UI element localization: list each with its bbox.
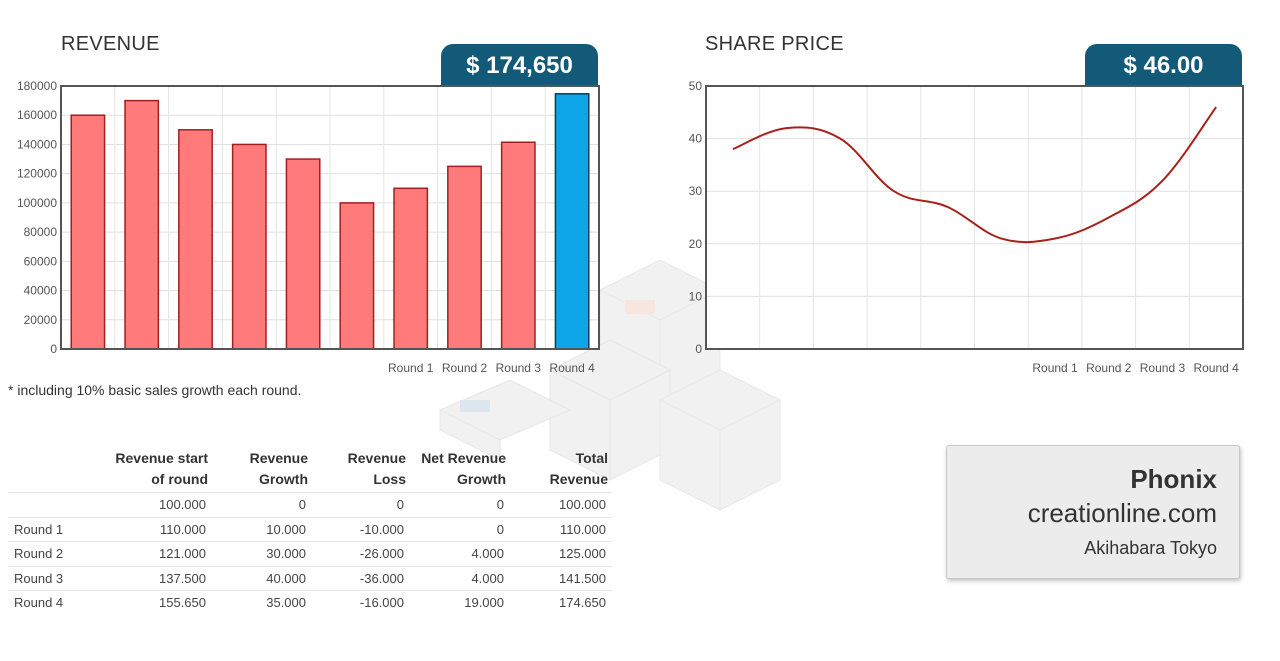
company-website: creationline.com [1027,498,1217,528]
revenue-y-tick-label: 60000 [24,254,58,268]
table-row: Round 2 121.000 30.000 -26.000 4.000 125… [8,541,612,566]
company-location: Akihabara Tokyo [1084,538,1217,558]
header-net-revenue-growth: Net Revenue Growth [421,450,506,487]
total-revenue: 110.000 [510,516,612,542]
revenue-y-tick-label: 0 [50,342,57,356]
revenue-y-tick-label: 140000 [17,137,57,151]
revenue-loss: -36.000 [312,565,410,591]
share-price-x-tick-label: Round 4 [1193,361,1239,375]
row-label: Round 3 [8,565,94,591]
revenue-y-tick-label: 40000 [24,284,58,298]
net-revenue-growth: 0 [410,516,510,542]
revenue-x-tick-label: Round 1 [388,361,434,375]
revenue-start: 100.000 [94,492,212,517]
net-revenue-growth: 0 [410,492,510,517]
revenue-bar [393,187,429,350]
share-price-title: SHARE PRICE [705,33,844,55]
revenue-start: 137.500 [94,565,212,591]
share-price-series-line [732,106,1217,244]
revenue-bar [70,114,106,350]
revenue-growth: 30.000 [212,541,312,566]
revenue-growth: 10.000 [212,516,312,542]
row-label: Round 2 [8,541,94,566]
company-card: Phonix creationline.com Akihabara Tokyo [946,445,1240,579]
revenue-x-tick-label: Round 3 [496,361,542,375]
total-revenue: 174.650 [510,590,612,615]
isometric-office-illustration [438,259,782,511]
revenue-loss: -16.000 [312,590,410,615]
table-row: 100.000 0 0 0 100.000 [8,492,612,517]
total-revenue: 100.000 [510,492,612,517]
share-price-x-tick-label: Round 2 [1086,361,1132,375]
share-price-x-tick-label: Round 3 [1140,361,1186,375]
revenue-y-tick-label: 160000 [17,108,57,122]
share-price-y-tick-label: 50 [689,79,703,93]
revenue-bar [285,158,321,350]
share-price-y-tick-label: 40 [689,132,703,146]
share-price-y-tick-label: 30 [689,184,703,198]
table-header-row: Revenue start of round Revenue Growth Reve… [8,448,612,493]
revenue-value-badge: $ 174,650 [441,44,598,88]
revenue-bar [178,129,213,350]
footnote: * including 10% basic sales growth each … [8,382,302,398]
company-name: Phonix [1130,464,1217,494]
total-revenue: 125.000 [510,541,612,566]
share-price-value-badge: $ 46.00 [1085,44,1242,88]
revenue-frame [60,85,600,350]
share-price-y-tick-label: 10 [689,289,703,303]
header-revenue-loss: Revenue Loss [347,450,406,487]
header-revenue-start: Revenue start of round [115,450,208,487]
row-label [8,492,94,517]
share-price-x-tick-label: Round 1 [1032,361,1078,375]
net-revenue-growth: 4.000 [410,565,510,591]
row-label: Round 1 [8,516,94,542]
revenue-bar-chart: 0 20000 40000 60000 80000 100000 120000 140000 1… [17,79,600,375]
revenue-bar [124,99,160,350]
revenue-start: 110.000 [94,516,212,542]
header-total-revenue: Total Revenue [549,450,608,487]
share-price-line-chart: 0 10 20 30 40 50 Round 1 Round 2 Round 3 Round 4 [689,79,1244,375]
revenue-y-tick-label: 100000 [17,196,57,210]
revenue-y-tick-label: 20000 [24,313,58,327]
revenue-growth: 35.000 [212,590,312,615]
revenue-loss: -10.000 [312,516,410,542]
table-row: Round 4 155.650 35.000 -16.000 19.000 17… [8,590,612,615]
net-revenue-growth: 19.000 [410,590,510,615]
revenue-start: 121.000 [94,541,212,566]
revenue-loss: 0 [312,492,410,517]
revenue-y-tick-label: 180000 [17,79,57,93]
revenue-x-tick-label: Round 4 [549,361,595,375]
revenue-table: Revenue start of round Revenue Growth Reve… [8,448,612,615]
share-price-y-tick-label: 0 [695,342,702,356]
revenue-x-tick-label: Round 2 [442,361,488,375]
net-revenue-growth: 4.000 [410,541,510,566]
revenue-growth: 40.000 [212,565,312,591]
revenue-start: 155.650 [94,590,212,615]
revenue-loss: -26.000 [312,541,410,566]
row-label: Round 4 [8,590,94,615]
revenue-y-tick-label: 120000 [17,167,57,181]
total-revenue: 141.500 [510,565,612,591]
table-row: Round 1 110.000 10.000 -10.000 0 110.000 [8,516,612,542]
share-price-frame [705,85,1244,350]
header-revenue-growth: Revenue Growth [249,450,308,487]
revenue-title: REVENUE [61,33,160,55]
share-price-y-tick-label: 20 [689,237,703,251]
revenue-growth: 0 [212,492,312,517]
table-row: Round 3 137.500 40.000 -36.000 4.000 141… [8,565,612,591]
header-label [8,448,94,493]
revenue-y-tick-label: 80000 [24,225,58,239]
